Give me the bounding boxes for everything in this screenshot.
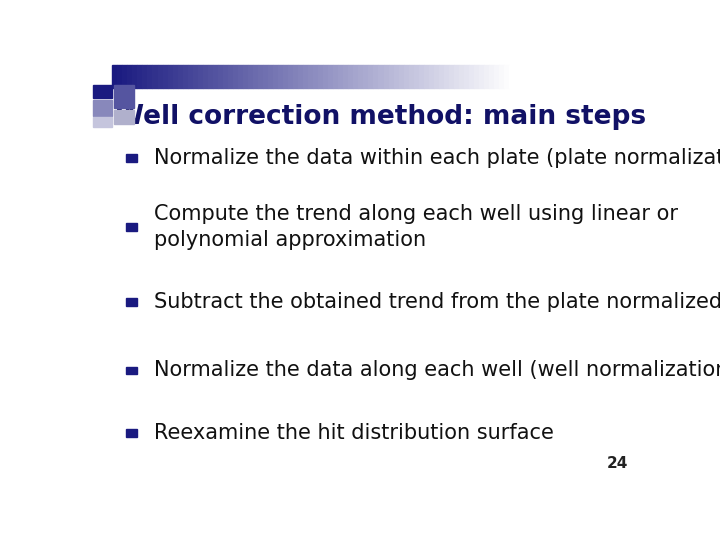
Bar (413, 65, 418, 87)
Bar (454, 65, 459, 87)
Bar (444, 65, 449, 87)
Bar (173, 65, 178, 87)
Bar (268, 65, 273, 87)
Bar (93, 100, 112, 116)
Bar (112, 65, 117, 87)
Bar (117, 65, 122, 87)
Bar (313, 65, 318, 87)
Text: Normalize the data along each well (well normalization): Normalize the data along each well (well… (154, 360, 720, 380)
Bar (168, 65, 173, 87)
Bar (93, 117, 112, 127)
Bar (308, 65, 313, 87)
Bar (238, 65, 243, 87)
Bar (323, 65, 328, 87)
Bar (188, 65, 193, 87)
Bar (222, 65, 228, 87)
Bar (273, 65, 278, 87)
Bar (494, 65, 499, 87)
Bar (449, 65, 454, 87)
Bar (198, 65, 203, 87)
Bar (193, 65, 198, 87)
Bar (126, 154, 137, 162)
Bar (183, 65, 188, 87)
Text: Well correction method: main steps: Well correction method: main steps (114, 104, 646, 130)
Bar (126, 223, 137, 231)
Bar (354, 65, 359, 87)
Bar (474, 65, 479, 87)
Bar (213, 65, 217, 87)
Bar (258, 65, 263, 87)
Bar (438, 65, 444, 87)
Bar (479, 65, 484, 87)
Bar (384, 65, 389, 87)
Bar (464, 65, 469, 87)
Bar (138, 65, 143, 87)
Bar (233, 65, 238, 87)
Text: Subtract the obtained trend from the plate normalized values: Subtract the obtained trend from the pla… (154, 292, 720, 312)
Bar (228, 65, 233, 87)
Bar (114, 85, 133, 109)
Bar (253, 65, 258, 87)
Bar (389, 65, 394, 87)
Bar (93, 85, 112, 98)
Bar (248, 65, 253, 87)
Bar (243, 65, 248, 87)
Bar (132, 65, 138, 87)
Bar (208, 65, 213, 87)
Bar (433, 65, 438, 87)
Bar (459, 65, 464, 87)
Bar (143, 65, 148, 87)
Bar (428, 65, 433, 87)
Bar (394, 65, 399, 87)
Bar (484, 65, 489, 87)
Bar (364, 65, 369, 87)
Bar (504, 65, 509, 87)
Text: 24: 24 (607, 456, 629, 471)
Bar (489, 65, 494, 87)
Bar (399, 65, 404, 87)
Bar (114, 110, 133, 124)
Bar (359, 65, 364, 87)
Bar (374, 65, 379, 87)
Bar (158, 65, 163, 87)
Bar (122, 65, 127, 87)
Bar (409, 65, 413, 87)
Bar (418, 65, 423, 87)
Bar (423, 65, 428, 87)
Bar (369, 65, 374, 87)
Bar (328, 65, 333, 87)
Bar (509, 65, 514, 87)
Bar (333, 65, 338, 87)
Bar (126, 298, 137, 306)
Bar (126, 367, 137, 374)
Bar (298, 65, 303, 87)
Bar (303, 65, 308, 87)
Bar (217, 65, 222, 87)
Bar (127, 65, 132, 87)
Text: Reexamine the hit distribution surface: Reexamine the hit distribution surface (154, 423, 554, 443)
Text: Compute the trend along each well using linear or
polynomial approximation: Compute the trend along each well using … (154, 204, 678, 250)
Bar (404, 65, 409, 87)
Bar (379, 65, 384, 87)
Text: Normalize the data within each plate (plate normalization): Normalize the data within each plate (pl… (154, 148, 720, 168)
Bar (469, 65, 474, 87)
Bar (499, 65, 504, 87)
Bar (288, 65, 293, 87)
Bar (348, 65, 354, 87)
Bar (338, 65, 343, 87)
Bar (278, 65, 283, 87)
Bar (293, 65, 298, 87)
Bar (178, 65, 183, 87)
Bar (283, 65, 288, 87)
Bar (343, 65, 348, 87)
Bar (263, 65, 268, 87)
Bar (153, 65, 158, 87)
Bar (148, 65, 153, 87)
Bar (318, 65, 323, 87)
Bar (203, 65, 208, 87)
Bar (163, 65, 168, 87)
Bar (126, 429, 137, 437)
